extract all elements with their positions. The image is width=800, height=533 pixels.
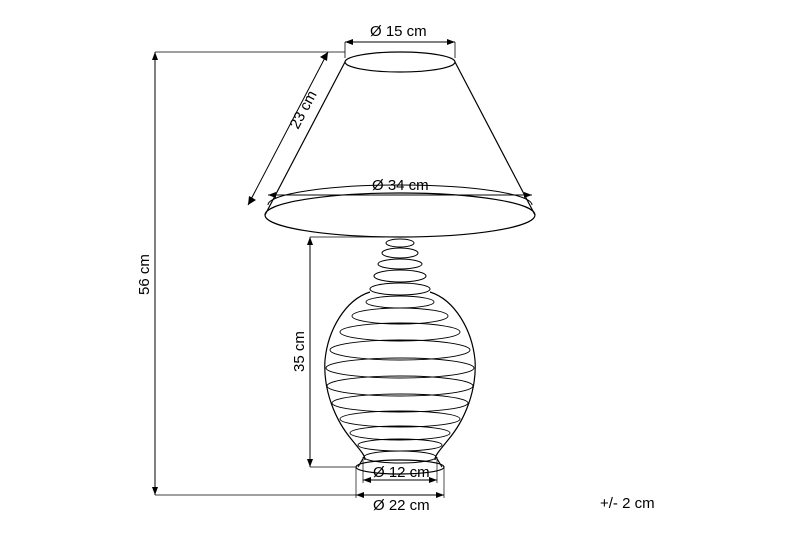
dim-shade-bottom: Ø 34 cm <box>268 177 532 198</box>
lamp-neck <box>370 239 430 295</box>
label-shade-slant: 23 cm <box>287 88 321 132</box>
lamp-shade <box>265 52 535 237</box>
label-base-diameter: Ø 22 cm <box>373 497 430 514</box>
label-tolerance: +/- 2 cm <box>600 495 655 512</box>
dim-shade-slant: 23 cm <box>248 52 328 205</box>
dim-base-height: 35 cm <box>291 237 385 467</box>
label-total-height: 56 cm <box>136 254 153 295</box>
dim-top-diameter: Ø 15 cm <box>345 23 455 58</box>
dim-total-height: 56 cm <box>136 52 356 495</box>
lamp-diagram: Ø 15 cm 23 cm Ø 34 cm 35 cm 56 cm <box>0 0 800 533</box>
label-shade-bottom: Ø 34 cm <box>372 177 429 194</box>
lamp-base <box>325 292 475 474</box>
label-top-diameter: Ø 15 cm <box>370 23 427 40</box>
label-base-height: 35 cm <box>291 331 308 372</box>
label-foot-diameter: Ø 12 cm <box>373 464 430 481</box>
